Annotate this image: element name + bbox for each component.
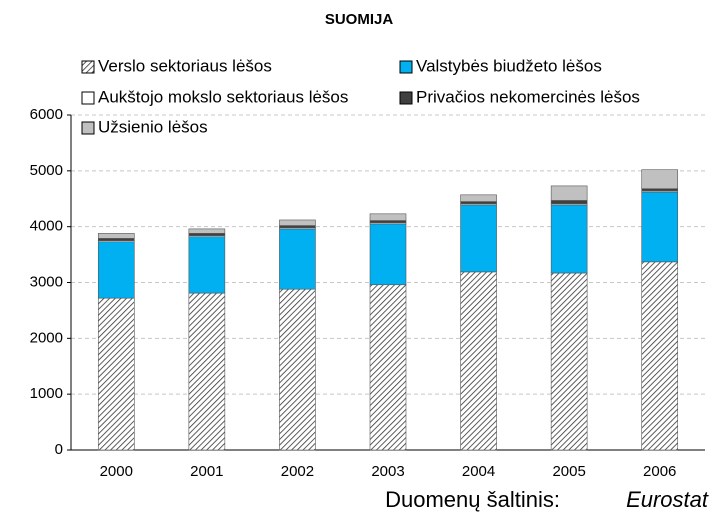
bar-segment: [279, 219, 316, 226]
bar-segment: [279, 288, 316, 451]
x-tick-label: 2002: [281, 463, 314, 480]
legend-label: Užsienio lėšos: [98, 117, 208, 136]
bar-segment: [97, 297, 135, 451]
bar-segment: [279, 228, 316, 290]
bar-segment: [460, 204, 497, 273]
x-tick-label: 2001: [190, 463, 223, 480]
bar-segment: [550, 200, 588, 205]
source-label: Duomenų šaltinis:: [385, 487, 560, 512]
legend-swatch: [399, 60, 413, 74]
y-tick-label: 3000: [30, 273, 63, 290]
bar-segment: [188, 236, 226, 294]
chart-title: SUOMIJA: [325, 11, 394, 28]
legend-swatch: [399, 91, 413, 105]
legend-label: Verslo sektoriaus lėšos: [98, 56, 272, 75]
y-tick-label: 0: [55, 441, 63, 458]
x-tick-label: 2006: [643, 463, 676, 480]
legend-swatch: [81, 91, 95, 105]
legend-label: Valstybės biudžeto lėšos: [416, 56, 602, 75]
bar-segment: [188, 292, 226, 451]
x-tick-label: 2000: [100, 463, 133, 480]
y-tick-label: 5000: [30, 162, 63, 179]
bar-segment: [641, 188, 679, 192]
legend-swatch: [81, 60, 95, 74]
y-tick-label: 4000: [30, 218, 63, 235]
bar-segment: [641, 191, 679, 263]
source: Eurostat: [626, 487, 709, 512]
legend-label: Aukštojo mokslo sektoriaus lėšos: [98, 87, 348, 106]
x-tick-label: 2003: [371, 463, 404, 480]
x-tick-label: 2005: [552, 463, 585, 480]
y-tick-label: 6000: [30, 106, 63, 123]
bar-segment: [188, 228, 226, 234]
bar-segment: [97, 241, 135, 299]
bar-segment: [550, 204, 588, 274]
bar-segment: [460, 201, 497, 205]
x-tick-label: 2004: [462, 463, 495, 480]
legend-label: Privačios nekomercinės lėšos: [416, 87, 640, 106]
bar-segment: [550, 185, 588, 201]
bar-segment: [188, 233, 226, 236]
bar-segment: [460, 271, 497, 451]
bar-segment: [97, 233, 135, 239]
bar-segment: [97, 238, 135, 241]
bar-segment: [550, 272, 588, 451]
bar-segment: [279, 225, 316, 229]
bar-segment: [369, 284, 407, 451]
y-tick-label: 2000: [30, 329, 63, 346]
bar-segment: [369, 213, 407, 221]
bar-segment: [641, 261, 679, 451]
legend-swatch: [81, 121, 95, 135]
y-tick-label: 1000: [30, 385, 63, 402]
bar-segment: [641, 169, 679, 189]
bar-segment: [369, 223, 407, 286]
bar-segment: [460, 194, 497, 202]
bar-segment: [369, 220, 407, 224]
